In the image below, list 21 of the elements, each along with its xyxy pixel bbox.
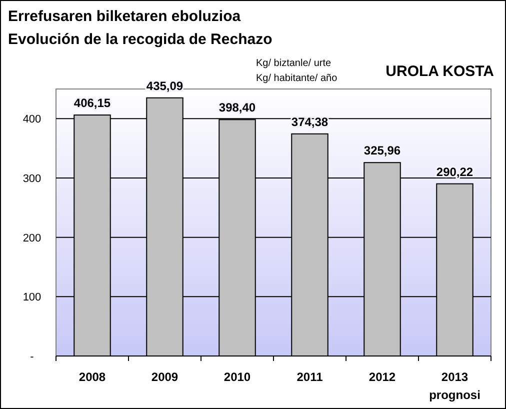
text: Kg/ habitante/ año xyxy=(256,73,338,84)
text: UROLA KOSTA xyxy=(386,63,494,80)
chart-subtitle: Evolución de la recogida de Rechazo xyxy=(8,31,272,48)
x-tick-label: 2012 xyxy=(368,370,396,384)
x-tick-label: 2013 prognosi xyxy=(429,370,480,402)
y-tick-label: - xyxy=(30,351,34,363)
x-tick-label: 2010 xyxy=(224,370,251,384)
x-tick-label: 2011 xyxy=(296,370,324,384)
data-label: 325,96 xyxy=(364,144,401,158)
y-tick-label: 400 xyxy=(22,114,42,126)
y-tick-label: 300 xyxy=(22,173,42,185)
data-label: 290,22 xyxy=(436,164,474,179)
x-tick-label: 2008 xyxy=(78,370,106,384)
data-label: 406,15 xyxy=(74,96,111,110)
text: Kg/ biztanle/ urte xyxy=(256,58,332,69)
y-tick-label: 100 xyxy=(22,292,42,304)
chart-title: Errefusaren bilketaren eboluzioa xyxy=(8,8,242,25)
data-label: 435,09 xyxy=(146,78,184,93)
y-tick-label: 200 xyxy=(22,232,42,244)
data-label: 398,40 xyxy=(218,100,256,115)
x-tick-label: 2009 xyxy=(151,370,178,384)
